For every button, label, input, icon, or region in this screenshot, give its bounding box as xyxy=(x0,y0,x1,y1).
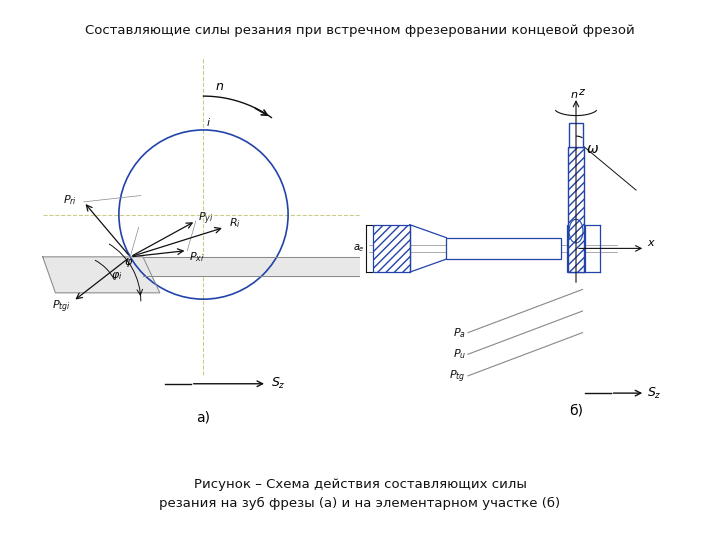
Text: $\omega$: $\omega$ xyxy=(585,143,598,157)
Text: а): а) xyxy=(197,411,210,425)
Text: $P_{tg}$: $P_{tg}$ xyxy=(449,369,466,385)
Polygon shape xyxy=(42,257,160,293)
Text: $\varphi_i$: $\varphi_i$ xyxy=(111,270,122,282)
Text: $S_z$: $S_z$ xyxy=(647,386,662,401)
Text: x: x xyxy=(647,238,654,248)
Text: б): б) xyxy=(569,404,583,418)
Text: n: n xyxy=(216,80,224,93)
Text: i: i xyxy=(207,118,210,128)
Bar xyxy=(567,225,585,272)
Bar xyxy=(569,123,583,147)
Text: $a_e$: $a_e$ xyxy=(353,242,364,254)
Text: $P_{ri}$: $P_{ri}$ xyxy=(63,193,77,207)
Text: $P_{yi}$: $P_{yi}$ xyxy=(198,211,213,227)
Text: $R_i$: $R_i$ xyxy=(229,216,240,230)
Text: z: z xyxy=(578,87,584,97)
Text: n: n xyxy=(570,91,577,100)
Bar xyxy=(446,238,561,259)
Polygon shape xyxy=(143,257,360,276)
Text: Составляющие силы резания при встречном фрезеровании концевой фрезой: Составляющие силы резания при встречном … xyxy=(85,24,635,37)
Text: $P_u$: $P_u$ xyxy=(453,348,466,361)
Text: $\varphi$: $\varphi$ xyxy=(124,258,133,269)
Text: Рисунок – Схема действия составляющих силы
резания на зуб фрезы (а) и на элемент: Рисунок – Схема действия составляющих си… xyxy=(159,478,561,510)
Bar xyxy=(568,147,584,272)
Text: $P_{xi}$: $P_{xi}$ xyxy=(189,250,205,264)
Bar xyxy=(373,225,410,272)
Text: $P_{tgi}$: $P_{tgi}$ xyxy=(52,298,71,315)
Text: $S_z$: $S_z$ xyxy=(271,376,286,392)
Text: $P_a$: $P_a$ xyxy=(453,326,466,340)
